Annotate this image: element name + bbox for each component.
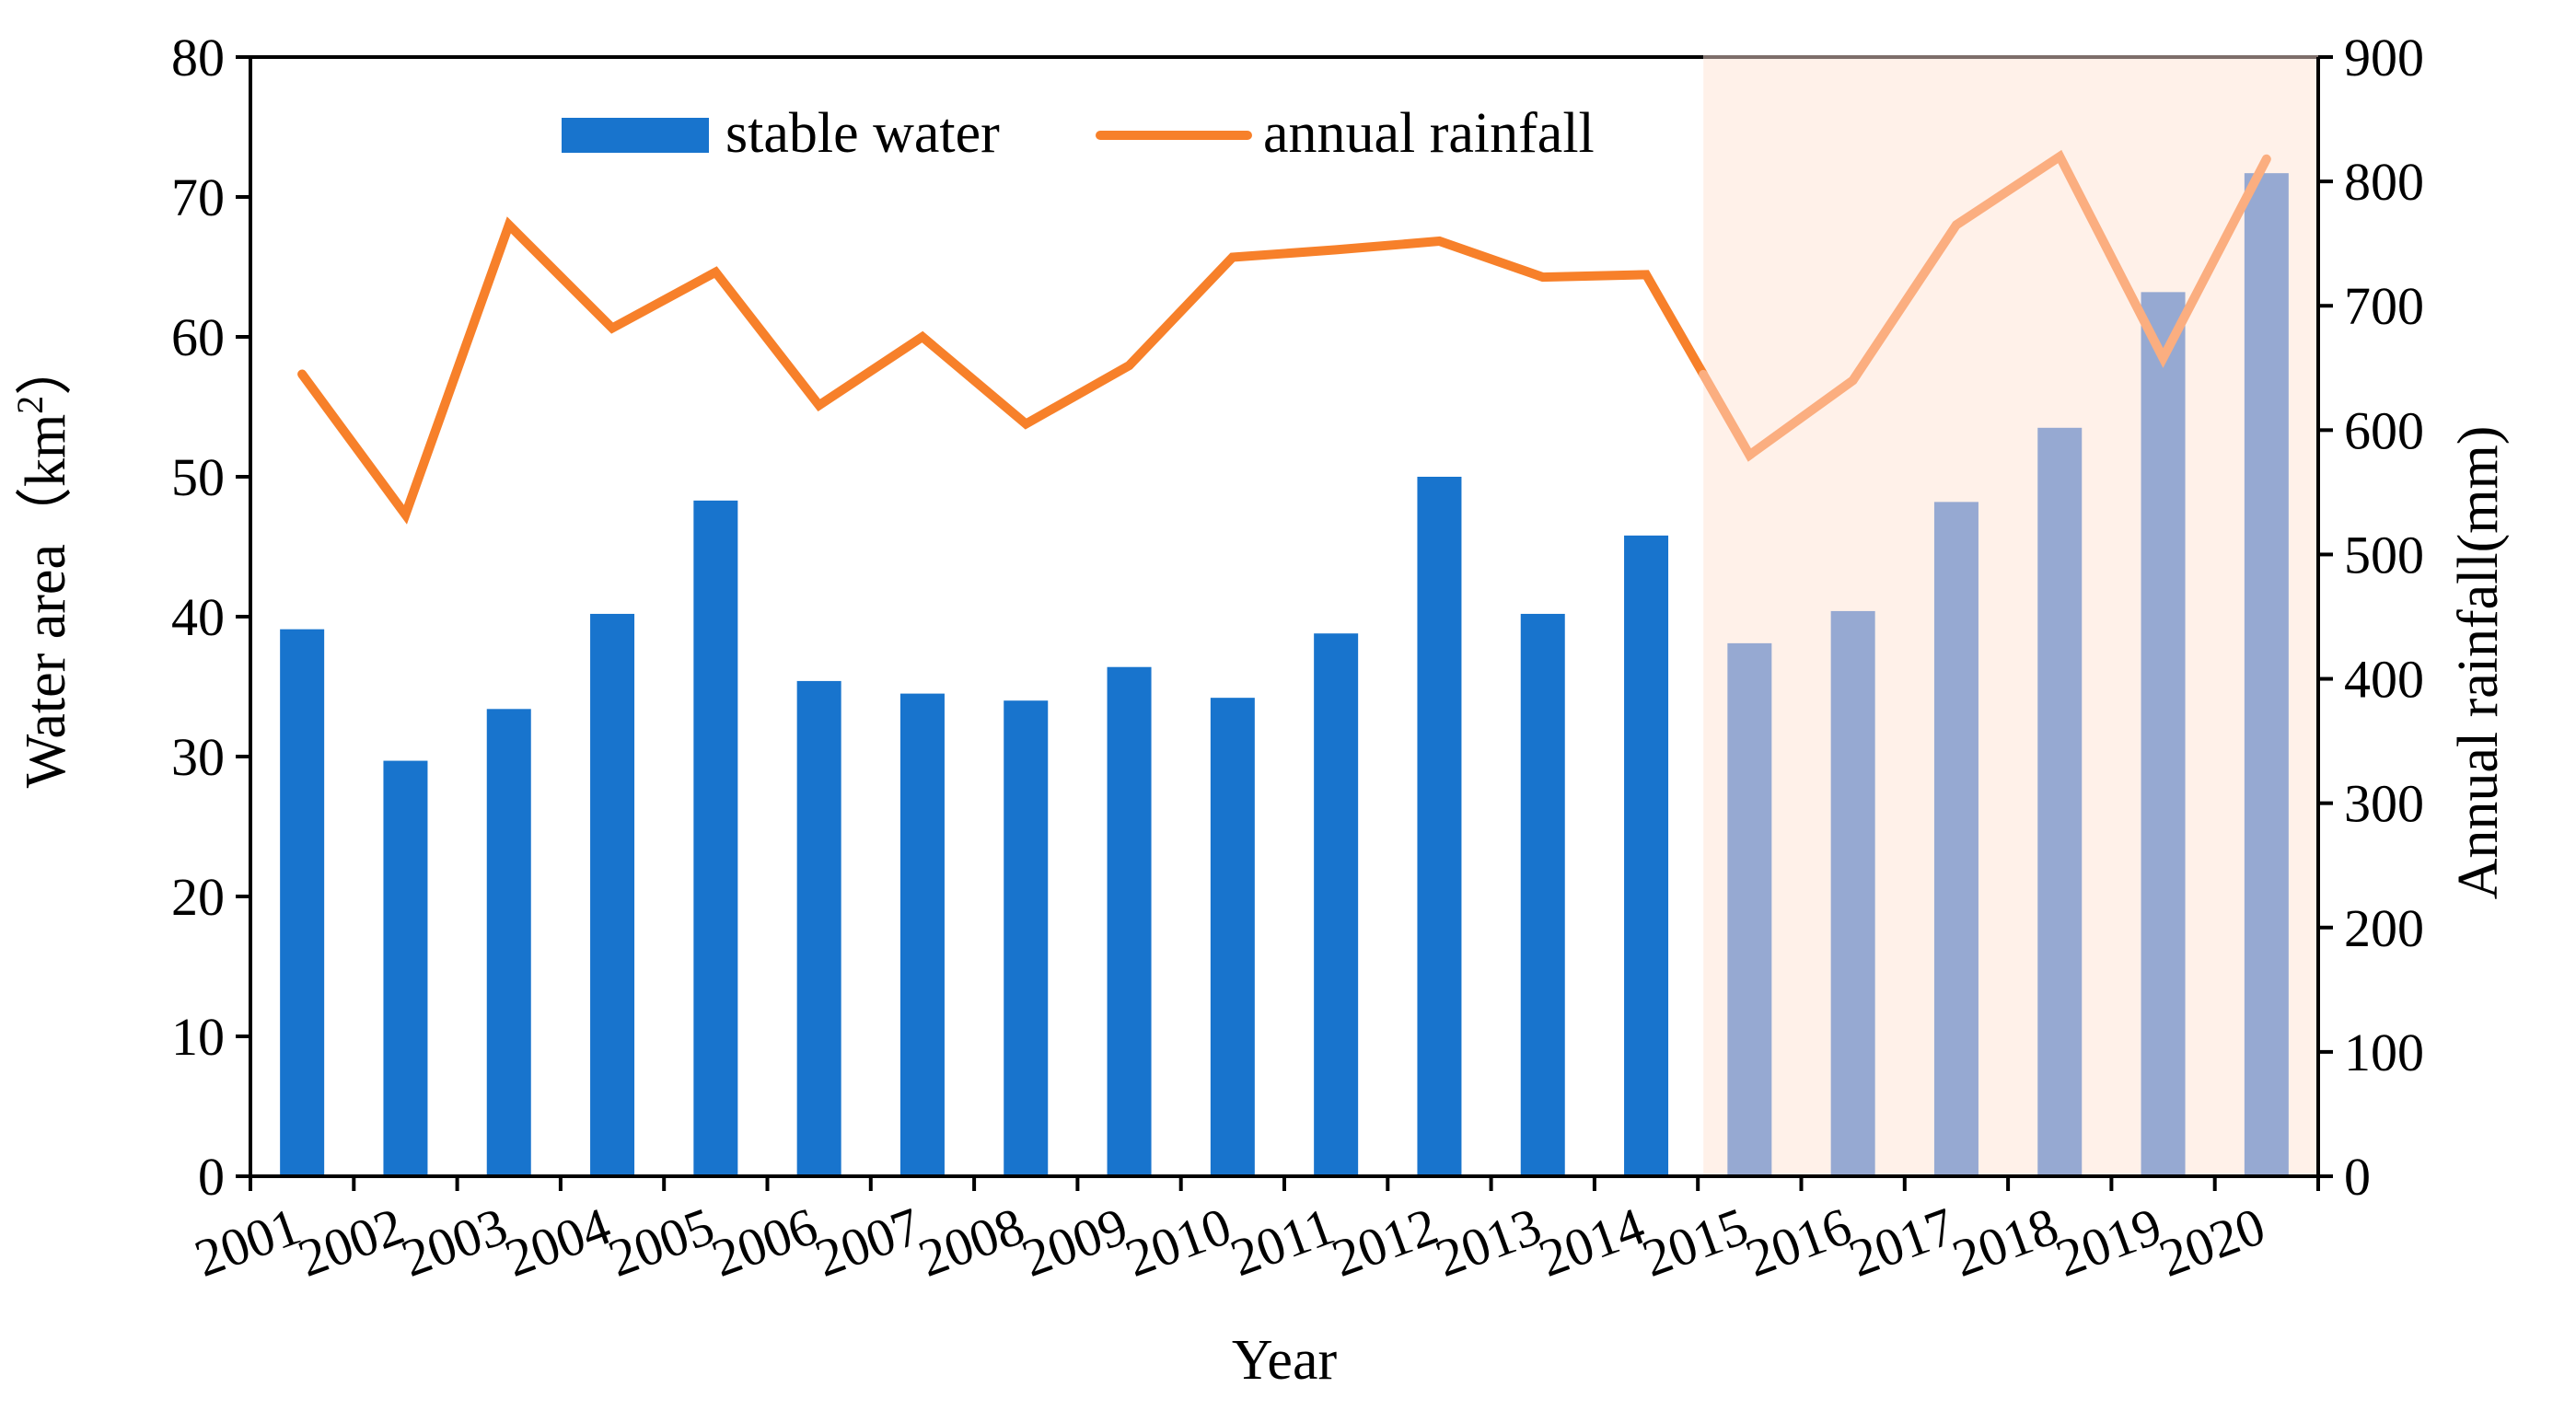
x-tick-label-2014: 2014 bbox=[1531, 1196, 1652, 1289]
y2-tick-label-100: 100 bbox=[2344, 1023, 2424, 1082]
bar-2006 bbox=[796, 680, 841, 1176]
y-tick-label-80: 80 bbox=[171, 28, 225, 87]
y2-tick-label-200: 200 bbox=[2344, 898, 2424, 958]
x-tick-label-2020: 2020 bbox=[2152, 1196, 2272, 1289]
x-tick-label-2019: 2019 bbox=[2048, 1196, 2169, 1289]
y2-tick-label-500: 500 bbox=[2344, 525, 2424, 584]
x-tick-label-2004: 2004 bbox=[497, 1196, 618, 1289]
bar-2016 bbox=[1830, 610, 1875, 1176]
y2-tick-label-600: 600 bbox=[2344, 400, 2424, 460]
x-tick-label-2016: 2016 bbox=[1738, 1196, 1859, 1289]
x-tick-label-2011: 2011 bbox=[1223, 1196, 1341, 1288]
x-tick-label-2003: 2003 bbox=[394, 1196, 515, 1289]
x-tick-label-2015: 2015 bbox=[1635, 1196, 1756, 1289]
x-tick-label-2012: 2012 bbox=[1325, 1196, 1445, 1289]
y-axis-left-label-main: Water area bbox=[15, 544, 77, 788]
legend-swatch-stable-water bbox=[562, 118, 709, 153]
y2-tick-label-0: 0 bbox=[2344, 1147, 2371, 1207]
bar-2017 bbox=[1933, 502, 1978, 1176]
y-axis-right-label: Annual rainfall(mm) bbox=[2447, 426, 2510, 900]
y-tick-label-60: 60 bbox=[171, 307, 225, 367]
bar-2012 bbox=[1417, 477, 1462, 1176]
bar-2003 bbox=[486, 709, 531, 1176]
x-tick-label-2001: 2001 bbox=[187, 1196, 307, 1289]
y-tick-label-0: 0 bbox=[198, 1147, 225, 1207]
y-tick-label-20: 20 bbox=[171, 867, 225, 927]
x-tick-label-2018: 2018 bbox=[1944, 1196, 2065, 1289]
y-axis-right-ticks: 0 100 200 300 400 500 600 700 800 900 bbox=[2318, 28, 2424, 1207]
y2-tick-label-700: 700 bbox=[2344, 276, 2424, 336]
highlight-region bbox=[1703, 57, 2318, 1176]
x-axis-label: Year bbox=[1232, 1329, 1338, 1392]
bar-2015 bbox=[1727, 642, 1772, 1176]
bar-2009 bbox=[1107, 666, 1152, 1176]
x-tick-label-2017: 2017 bbox=[1841, 1196, 1962, 1289]
y-tick-label-70: 70 bbox=[171, 168, 225, 227]
bar-2004 bbox=[590, 613, 635, 1176]
x-axis-ticks: 2001200220032004200520062007200820092010… bbox=[187, 1176, 2320, 1289]
x-tick-label-2010: 2010 bbox=[1118, 1196, 1238, 1289]
bar-2001 bbox=[280, 629, 325, 1176]
bar-2011 bbox=[1314, 633, 1359, 1176]
bar-series-stable-water bbox=[280, 173, 2289, 1176]
y-axis-left-label-sup: 2 bbox=[9, 396, 51, 414]
y-axis-left-label-close: ） bbox=[15, 339, 77, 396]
x-tick-label-2008: 2008 bbox=[911, 1196, 1031, 1289]
bar-2005 bbox=[693, 500, 738, 1176]
bar-2019 bbox=[2141, 292, 2186, 1176]
bar-2007 bbox=[899, 693, 945, 1176]
bar-2010 bbox=[1210, 698, 1255, 1176]
y2-tick-label-900: 900 bbox=[2344, 28, 2424, 87]
y2-tick-label-300: 300 bbox=[2344, 774, 2424, 834]
x-tick-label-2009: 2009 bbox=[1015, 1196, 1135, 1289]
x-tick-label-2006: 2006 bbox=[704, 1196, 825, 1289]
bar-2014 bbox=[1624, 535, 1669, 1176]
x-tick-label-2005: 2005 bbox=[601, 1196, 722, 1289]
bar-2018 bbox=[2037, 427, 2083, 1176]
bar-2020 bbox=[2244, 173, 2289, 1176]
bar-2002 bbox=[383, 760, 428, 1176]
y-tick-label-50: 50 bbox=[171, 447, 225, 507]
bar-2013 bbox=[1520, 613, 1565, 1176]
legend: stable water annual rainfall bbox=[562, 102, 1595, 165]
y-axis-left-label: Water area（km2） bbox=[9, 339, 77, 788]
y2-tick-label-400: 400 bbox=[2344, 650, 2424, 710]
line-series-annual-rainfall bbox=[297, 216, 1709, 525]
y-axis-left-label-unit: （km bbox=[15, 414, 77, 544]
x-tick-label-2002: 2002 bbox=[291, 1196, 412, 1289]
y2-tick-label-800: 800 bbox=[2344, 152, 2424, 212]
line-series-annual-rainfall-highlight bbox=[1699, 149, 2271, 462]
x-tick-label-2007: 2007 bbox=[807, 1196, 928, 1289]
y-tick-label-40: 40 bbox=[171, 587, 225, 647]
x-tick-label-2013: 2013 bbox=[1428, 1196, 1549, 1289]
y-axis-left-ticks: 0 10 20 30 40 50 60 70 80 bbox=[171, 28, 250, 1207]
bar-2008 bbox=[1004, 700, 1049, 1176]
legend-label-stable-water: stable water bbox=[725, 102, 1000, 165]
y-tick-label-30: 30 bbox=[171, 727, 225, 787]
y-tick-label-10: 10 bbox=[171, 1007, 225, 1067]
legend-label-annual-rainfall: annual rainfall bbox=[1263, 102, 1595, 165]
